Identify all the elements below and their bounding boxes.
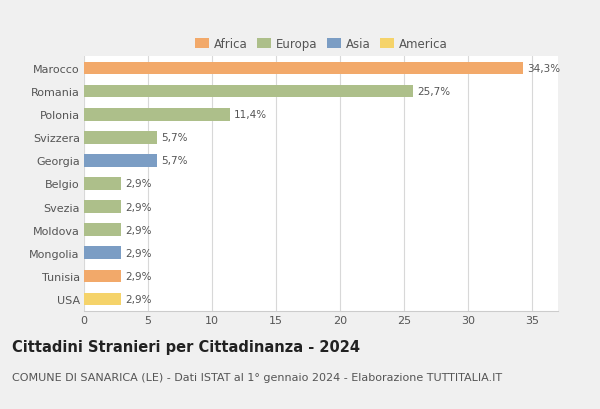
Bar (84, 224, 121, 236)
Bar (84, 201, 121, 213)
Text: 2,9%: 2,9% (125, 179, 151, 189)
Text: Cittadini Stranieri per Cittadinanza - 2024: Cittadini Stranieri per Cittadinanza - 2… (12, 339, 360, 355)
Bar (84, 132, 157, 144)
Text: 2,9%: 2,9% (125, 271, 151, 281)
Bar (84, 85, 413, 98)
Text: 11,4%: 11,4% (234, 110, 267, 120)
Bar (84, 108, 230, 121)
Text: 34,3%: 34,3% (527, 64, 560, 74)
Text: 2,9%: 2,9% (125, 202, 151, 212)
Text: 25,7%: 25,7% (417, 87, 450, 97)
Bar (84, 63, 523, 75)
Bar (84, 293, 121, 306)
Text: 2,9%: 2,9% (125, 294, 151, 304)
Text: 2,9%: 2,9% (125, 225, 151, 235)
Bar (84, 247, 121, 260)
Text: 5,7%: 5,7% (161, 156, 187, 166)
Bar (84, 270, 121, 283)
Text: COMUNE DI SANARICA (LE) - Dati ISTAT al 1° gennaio 2024 - Elaborazione TUTTITALI: COMUNE DI SANARICA (LE) - Dati ISTAT al … (12, 372, 502, 382)
Bar (84, 178, 121, 190)
Bar (84, 155, 157, 167)
Legend: Africa, Europa, Asia, America: Africa, Europa, Asia, America (194, 38, 448, 51)
Text: 5,7%: 5,7% (161, 133, 187, 143)
Text: 2,9%: 2,9% (125, 248, 151, 258)
